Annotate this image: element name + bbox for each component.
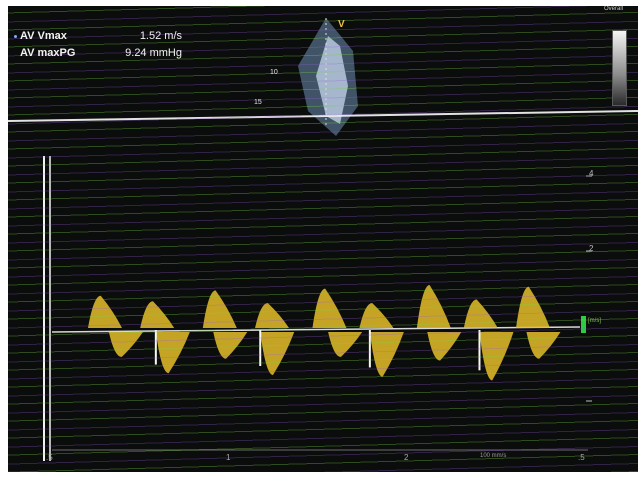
negative-beat-4 [328,332,363,357]
positive-beat-2 [202,290,237,328]
quality-label: Overall [604,6,624,12]
velocity-tick-4: 4 [589,169,594,178]
negative-beat-1 [155,332,190,374]
negative-spectrum [108,330,561,381]
negative-beat-5 [369,332,404,377]
2d-sector-image [298,18,358,136]
time-label-2: 2 [404,453,409,462]
grayscale-bar-icon [612,30,627,106]
negative-beat-3 [260,332,295,375]
positive-beat-8 [516,286,551,328]
sweep-speed-label: 100 mm/s [480,453,507,459]
positive-beat-1 [140,301,175,328]
positive-beat-3 [255,303,290,328]
time-label-1: 1 [226,453,231,462]
measure-dot-icon [14,35,17,38]
positive-spectrum [87,285,551,328]
positive-beat-7 [463,299,498,328]
maxpg-value: 9.24 mmHg [125,47,182,59]
ultrasound-display: AV Vmax 1.52 m/s AV maxPG 9.24 mmHg Over… [8,6,638,472]
negative-beat-7 [479,332,514,381]
baseline-unit-tag: [m/s] [588,318,601,324]
maxpg-label: AV maxPG [20,47,76,59]
vmax-label: AV Vmax [20,30,67,42]
depth-label-10: 10 [270,69,278,76]
negative-beat-2 [213,332,248,359]
negative-beat-0 [108,332,143,357]
negative-beat-6 [427,332,462,361]
velocity-tick-2: 2 [589,244,594,253]
depth-label-15: 15 [254,99,262,106]
v-marker: V [338,19,345,30]
measurement-panel: AV Vmax 1.52 m/s AV maxPG 9.24 mmHg [14,28,182,62]
time-label-05b: .5 [578,453,585,462]
positive-beat-0 [87,295,122,328]
negative-beat-8 [526,332,561,359]
positive-beat-5 [359,303,394,328]
view-separator [8,110,638,122]
vmax-value: 1.52 m/s [139,30,182,42]
positive-beat-6 [416,285,451,328]
doppler-canvas [8,18,638,461]
positive-beat-4 [312,288,347,328]
time-label-05: .5 [46,453,53,462]
baseline-marker [581,316,586,333]
